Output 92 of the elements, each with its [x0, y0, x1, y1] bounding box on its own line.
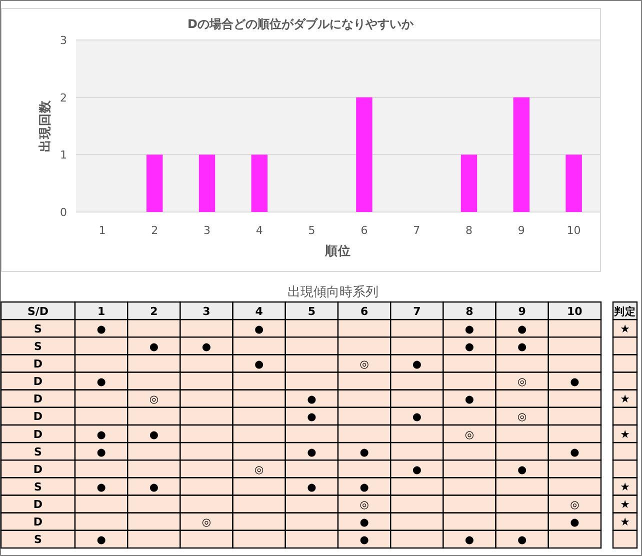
cell-label: ● — [149, 340, 158, 353]
cell-label: ◎ — [570, 499, 580, 512]
y-tick-label: 1 — [60, 148, 67, 162]
y-tick-label: D — [33, 428, 43, 441]
cell-label: ● — [412, 358, 422, 370]
cell-label: ● — [360, 534, 369, 546]
cell-label: ● — [464, 323, 474, 336]
y-tick-label: D — [33, 462, 43, 476]
cell-label: ● — [202, 340, 212, 353]
cell-label: ● — [360, 482, 369, 494]
x-tick-label: 6 — [360, 224, 368, 237]
y-tick-label: S — [34, 322, 42, 336]
y-tick-label: 3 — [60, 34, 67, 47]
cell-label: ● — [360, 446, 369, 458]
cell-label: ● — [96, 376, 106, 388]
y-tick-label: D — [33, 392, 43, 406]
y2-tick-label: ★ — [620, 392, 630, 406]
cell-label: ● — [307, 394, 316, 406]
x-tick-label: 2 — [151, 224, 158, 237]
x-tick-label: 8 — [466, 224, 472, 237]
cell-label: ◎ — [149, 394, 158, 406]
y-tick-label: S — [34, 445, 42, 458]
cell-label: ● — [518, 323, 527, 336]
cell-label: ● — [464, 534, 474, 546]
cell-label: ● — [254, 323, 264, 336]
y-tick-label: S — [34, 533, 42, 546]
cell-label: ● — [96, 446, 106, 458]
y-axis-title: 出現回数 — [37, 99, 52, 152]
cell-label: ● — [570, 446, 580, 458]
cell-label: ● — [570, 516, 580, 529]
cell-label: ● — [360, 516, 369, 529]
cell-label: ● — [96, 534, 106, 546]
y-tick-label: S — [34, 340, 42, 353]
cell-label: ● — [464, 340, 474, 353]
y2-tick-label: ★ — [620, 498, 630, 512]
x-tick-label: 5 — [308, 224, 316, 237]
x-tick-label: 6 — [360, 304, 368, 318]
y-tick-label: D — [33, 358, 43, 370]
y2-tick-label: ★ — [620, 322, 630, 336]
y-tick-label: D — [33, 516, 43, 529]
y2-tick-label: ★ — [620, 428, 630, 441]
cell-label: ● — [412, 411, 422, 424]
cell-label: ● — [518, 534, 527, 546]
x-tick-label: 7 — [413, 224, 420, 237]
cell-label: ● — [518, 340, 527, 353]
cell-label: ● — [307, 446, 316, 458]
cell-label: ● — [96, 482, 106, 494]
y-axis-title: S/D — [27, 304, 49, 318]
cell-label: ● — [96, 428, 106, 441]
cell-label: ● — [307, 411, 316, 424]
cell-label: ● — [464, 394, 474, 406]
cell-label: ◎ — [464, 428, 474, 441]
y2-tick-label: ★ — [620, 480, 630, 494]
y-tick-label: D — [33, 375, 43, 388]
x-tick-label: 3 — [202, 304, 210, 318]
y-tick-label: 0 — [60, 206, 67, 219]
x-tick-label: 4 — [256, 224, 263, 237]
cell-label: ● — [518, 464, 527, 476]
cell-label: ● — [307, 482, 316, 494]
x-tick-label: 4 — [255, 304, 264, 318]
cell-label: ● — [149, 482, 158, 494]
x-tick-label: 1 — [97, 304, 106, 318]
y-tick-label: 2 — [60, 91, 67, 104]
cell-label: ● — [149, 428, 158, 441]
cell-label: ◎ — [254, 464, 264, 476]
x-axis-title: 順位 — [324, 243, 351, 258]
cell-label: ◎ — [202, 516, 212, 529]
x-tick-label: 8 — [466, 304, 474, 318]
chart-title: Dの場合どの順位がダブルになりやすいか — [188, 17, 414, 31]
cell-label: ◎ — [518, 411, 527, 424]
x-tick-label: 1 — [98, 224, 106, 237]
x-tick-label: 9 — [518, 224, 525, 237]
y2-tick-label: ★ — [620, 516, 630, 529]
x-tick-label: 3 — [204, 224, 210, 237]
x-tick-label: 10 — [567, 304, 583, 318]
x-tick-label: 7 — [413, 304, 421, 318]
x-tick-label: 5 — [308, 304, 316, 318]
x-tick-label: 10 — [566, 224, 581, 237]
y-tick-label: S — [34, 480, 42, 494]
x-tick-label: 2 — [150, 304, 158, 318]
y2-axis-title: 判定 — [613, 304, 636, 318]
y-tick-label: D — [33, 410, 43, 424]
cell-label: ◎ — [360, 499, 369, 512]
cell-label: ● — [254, 358, 264, 370]
chart-title: 出現傾向時系列 — [288, 285, 378, 300]
x-tick-label: 9 — [518, 304, 526, 318]
cell-label: ◎ — [518, 376, 527, 388]
cell-label: ● — [570, 376, 580, 388]
y-tick-label: D — [33, 498, 43, 512]
cell-label: ◎ — [360, 358, 369, 370]
cell-label: ● — [96, 323, 106, 336]
cell-label: ● — [412, 464, 422, 476]
